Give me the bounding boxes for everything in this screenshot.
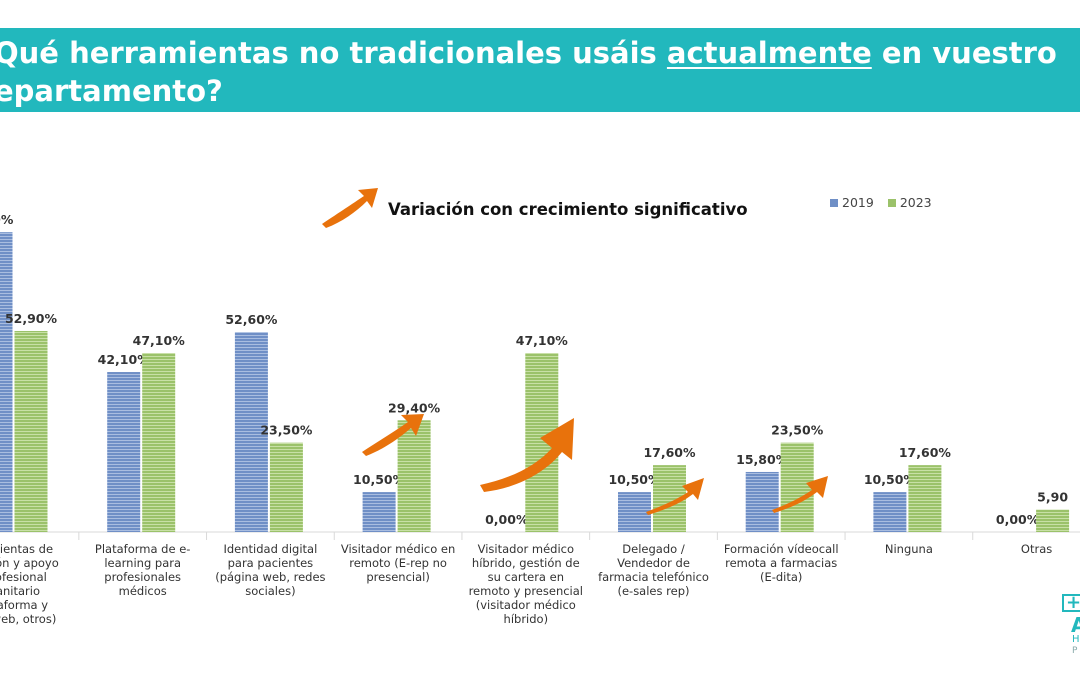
bar-2023-6 [780, 442, 814, 532]
data-label-2023-1: 47,10% [133, 333, 186, 348]
bar-2019-3 [362, 492, 396, 532]
chart-legend: 2019 2023 [830, 195, 932, 210]
bar-2019-5 [618, 492, 651, 532]
bar-2019-1 [107, 372, 141, 532]
logo-box-icon [1062, 594, 1080, 612]
growth-arrow-icon [362, 414, 424, 456]
category-label-7: Ninguna [884, 542, 933, 556]
title-bar: Qué herramientas no tradicionales usáis … [0, 28, 1080, 112]
category-label-2: Identidad digital para pacientes (página… [215, 542, 326, 598]
data-label-2019-1: 42,10% [98, 352, 151, 367]
data-label-2023-5: 17,60% [643, 445, 696, 460]
bar-2023-2 [269, 442, 303, 532]
data-label-2019-6: 15,80% [736, 452, 789, 467]
bar-2019-7 [873, 492, 907, 532]
logo-letter: A [1071, 613, 1080, 637]
category-label-0: ramientas de nación y apoyo profesional … [0, 542, 59, 626]
bar-2023-8 [1036, 509, 1070, 532]
data-label-2019-4: 0,00% [485, 512, 529, 527]
bar-2023-1 [142, 353, 176, 532]
data-label-2023-8: 5,90 [1037, 490, 1068, 505]
data-label-2019-2: 52,60% [225, 312, 278, 327]
brand-logo: + A H P [1062, 592, 1080, 660]
bar-2019-6 [745, 471, 779, 532]
category-label-8: Otras [1020, 542, 1053, 556]
title-part-after: en vuestro [871, 36, 1057, 70]
data-label-2023-6: 23,50% [771, 423, 824, 438]
bar-2019-0 [0, 232, 13, 532]
data-label-2019-0: ,90% [0, 212, 14, 227]
data-label-2023-0: 52,90% [5, 311, 58, 326]
legend-label-2019: 2019 [842, 195, 874, 210]
data-label-2023-7: 17,60% [899, 445, 952, 460]
data-label-2023-4: 47,10% [516, 333, 569, 348]
data-label-2019-7: 10,50% [864, 472, 917, 487]
legend-arrow-icon [322, 188, 378, 228]
bar-2023-7 [908, 465, 942, 532]
title-line-1: Qué herramientas no tradicionales usáis … [0, 34, 1074, 72]
category-label-1: Plataforma de e- learning para profesion… [94, 542, 191, 598]
category-label-5: Delegado / Vendedor de farmacia telefóni… [598, 542, 709, 598]
data-label-2019-5: 10,50% [608, 472, 661, 487]
category-label-6: Formación vídeocall remota a farmacias (… [723, 542, 839, 584]
title-part-before: Qué herramientas no tradicionales usáis [0, 36, 667, 70]
arrows-group [322, 188, 828, 515]
bar-2023-3 [397, 420, 431, 532]
logo-plus-icon: + [1066, 592, 1080, 613]
legend-item-2019: 2019 [830, 195, 874, 210]
data-label-2023-2: 23,50% [260, 423, 313, 438]
category-label-3: Visitador médico en remoto (E-rep no pre… [340, 542, 456, 584]
data-label-2019-3: 10,50% [353, 472, 406, 487]
data-label-2019-8: 0,00% [996, 512, 1040, 527]
legend-label-2023: 2023 [899, 195, 932, 210]
title-line-2: epartamento? [0, 74, 223, 108]
bar-2019-2 [234, 332, 268, 532]
category-label-4: Visitador médico híbrido, gestión de su … [468, 542, 583, 626]
bar-2023-0 [14, 330, 48, 532]
page-title: Qué herramientas no tradicionales usáis … [0, 34, 1074, 110]
legend-item-2023: 2023 [887, 195, 932, 210]
growth-arrow-icon [646, 478, 704, 515]
title-underlined-word: actualmente [666, 36, 872, 70]
growth-arrow-icon [480, 418, 574, 492]
growth-arrow-icon [772, 476, 828, 513]
bars-group: ,90% 52,90% 42,10% 47,10% 52,60% 23,50% 10,50%… [0, 212, 1080, 540]
logo-line-2: H [1072, 634, 1080, 645]
legend-swatch-2023 [887, 198, 896, 207]
logo-line-3: P [1072, 646, 1078, 656]
legend-swatch-2019 [830, 198, 838, 207]
annotation-text: Variación con crecimiento significativo [388, 200, 748, 219]
data-label-2023-3: 29,40% [388, 400, 441, 415]
